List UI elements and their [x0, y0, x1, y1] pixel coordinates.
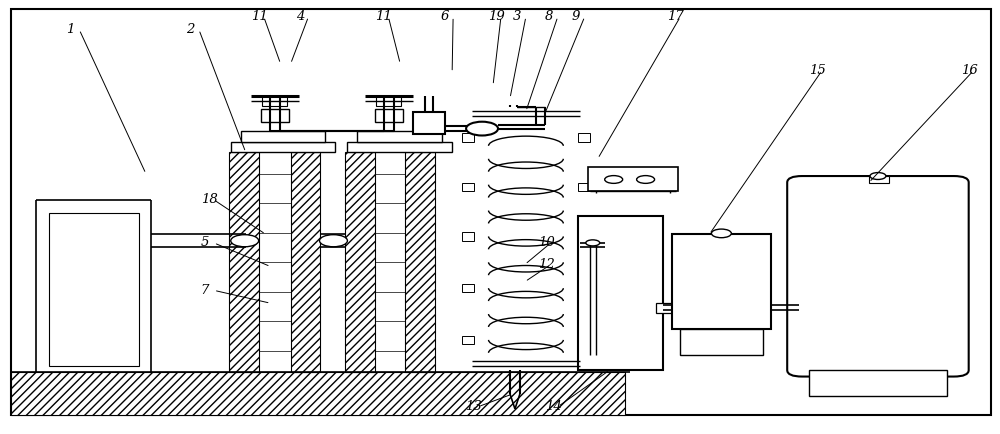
Bar [49, 213, 139, 366]
Bar [261, 109, 289, 122]
Bar [588, 168, 678, 191]
Circle shape [320, 235, 347, 247]
Text: 10: 10 [538, 237, 555, 250]
Bar [578, 183, 590, 191]
Text: 1: 1 [66, 23, 75, 36]
Bar [578, 335, 590, 344]
Text: 9: 9 [572, 10, 580, 23]
Text: 18: 18 [201, 193, 218, 206]
Bar [405, 152, 435, 372]
Text: 4: 4 [296, 10, 304, 23]
Bar [375, 109, 403, 122]
Bar [462, 183, 474, 191]
Bar [472, 109, 580, 370]
Text: 6: 6 [440, 10, 449, 23]
Text: 14: 14 [545, 400, 562, 413]
Bar [578, 232, 590, 241]
Bar [680, 329, 763, 355]
Bar [578, 133, 590, 141]
Bar [578, 216, 663, 370]
Text: 13: 13 [465, 400, 482, 413]
Bar [809, 370, 947, 396]
Text: 16: 16 [961, 64, 977, 77]
Text: 3: 3 [513, 10, 521, 23]
Bar [656, 303, 672, 313]
Bar [462, 232, 474, 241]
Bar [672, 234, 771, 329]
Text: 11: 11 [375, 10, 392, 23]
Text: 8: 8 [545, 10, 553, 23]
FancyBboxPatch shape [787, 176, 969, 377]
Bar [345, 152, 375, 372]
Bar [347, 141, 452, 152]
Text: 19: 19 [488, 10, 505, 23]
Circle shape [637, 176, 655, 183]
Bar [462, 335, 474, 344]
Circle shape [586, 240, 600, 246]
Text: 12: 12 [538, 258, 555, 271]
Bar [357, 131, 442, 141]
Text: 2: 2 [186, 23, 194, 36]
Circle shape [231, 235, 259, 247]
Bar [462, 284, 474, 293]
Bar [231, 141, 335, 152]
Bar [413, 112, 445, 134]
Bar [462, 133, 474, 141]
Bar [376, 96, 401, 106]
Text: 7: 7 [201, 284, 209, 297]
Bar [241, 131, 325, 141]
Text: 15: 15 [809, 64, 826, 77]
Bar [869, 176, 889, 183]
Text: 5: 5 [201, 237, 209, 250]
Bar [291, 152, 320, 372]
Text: 11: 11 [251, 10, 267, 23]
Bar [578, 284, 590, 293]
Circle shape [605, 176, 623, 183]
Circle shape [711, 229, 731, 238]
Text: 17: 17 [668, 10, 684, 23]
Bar [229, 152, 259, 372]
Circle shape [466, 122, 498, 135]
Bar [11, 372, 625, 415]
Circle shape [870, 173, 886, 180]
Bar [262, 96, 287, 106]
